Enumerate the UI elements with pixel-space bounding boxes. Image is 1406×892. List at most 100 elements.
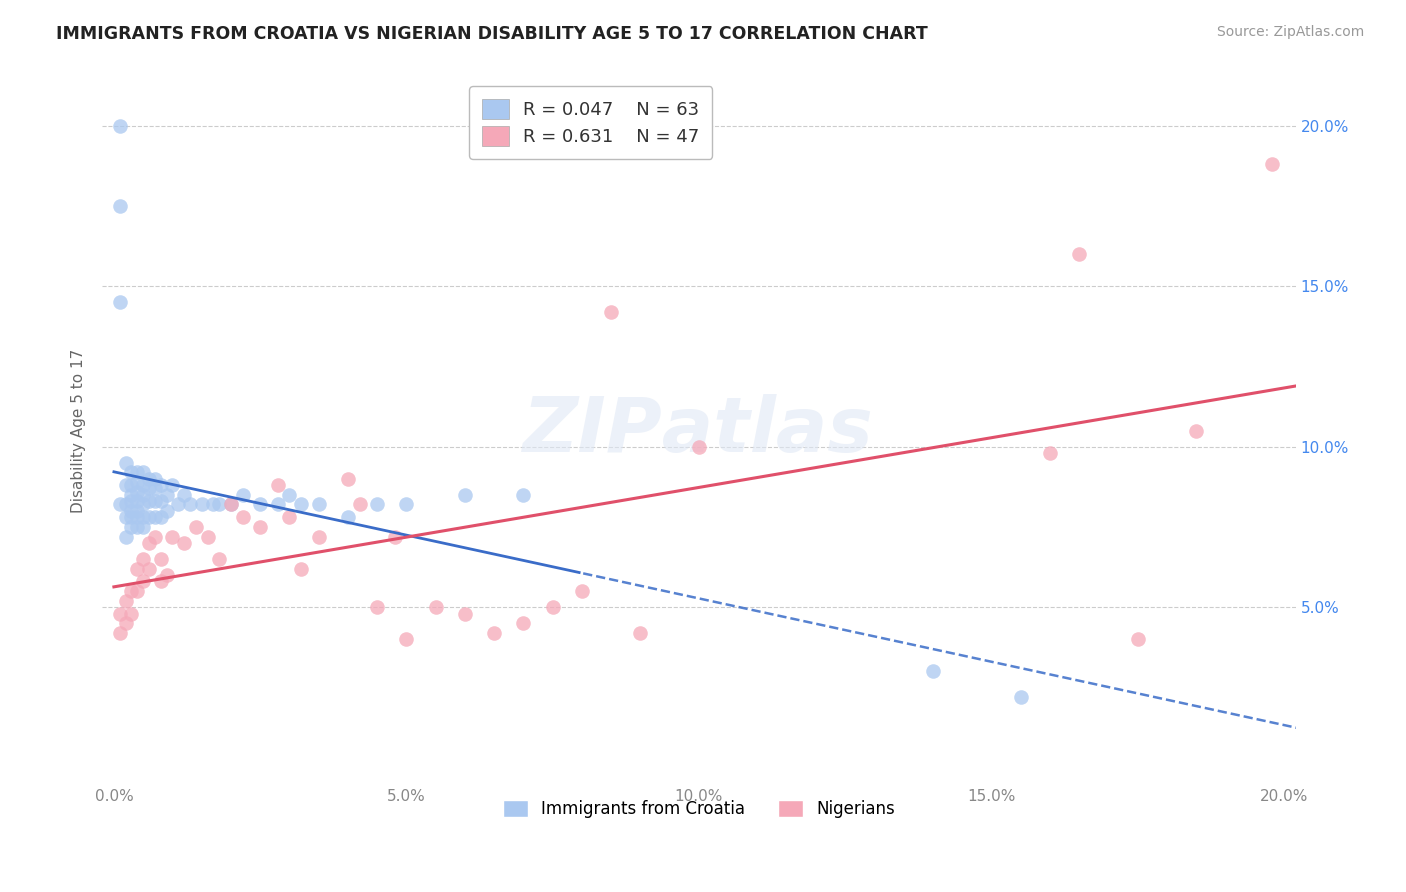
Point [121, 510, 143, 524]
Point [114, 616, 136, 631]
Point [395, 632, 418, 647]
Point [395, 498, 418, 512]
Point [571, 584, 593, 599]
Point [143, 494, 166, 508]
Point [114, 593, 136, 607]
Point [162, 529, 184, 543]
Point [179, 498, 201, 512]
Point [336, 472, 359, 486]
Point [208, 498, 231, 512]
Point [454, 607, 477, 621]
Point [127, 584, 149, 599]
Point [190, 498, 212, 512]
Point [127, 504, 149, 518]
Point [249, 498, 271, 512]
Point [184, 520, 207, 534]
Point [114, 478, 136, 492]
Point [308, 529, 330, 543]
Point [108, 119, 131, 133]
Point [512, 488, 534, 502]
Point [132, 478, 155, 492]
Point [688, 440, 710, 454]
Point [132, 574, 155, 589]
Point [108, 607, 131, 621]
Point [132, 520, 155, 534]
Point [138, 472, 160, 486]
Point [219, 498, 242, 512]
Point [366, 600, 388, 615]
Point [173, 536, 195, 550]
Point [219, 498, 242, 512]
Point [155, 568, 177, 582]
Point [127, 475, 149, 489]
Point [138, 536, 160, 550]
Legend: Immigrants from Croatia, Nigerians: Immigrants from Croatia, Nigerians [496, 793, 901, 825]
Point [149, 478, 172, 492]
Y-axis label: Disability Age 5 to 17: Disability Age 5 to 17 [72, 349, 86, 513]
Point [1261, 157, 1284, 171]
Point [1010, 690, 1032, 704]
Point [278, 510, 301, 524]
Point [173, 488, 195, 502]
Point [278, 488, 301, 502]
Point [208, 552, 231, 566]
Point [132, 466, 155, 480]
Point [143, 529, 166, 543]
Point [482, 625, 505, 640]
Point [628, 625, 651, 640]
Point [149, 510, 172, 524]
Point [512, 616, 534, 631]
Point [121, 520, 143, 534]
Point [127, 561, 149, 575]
Point [1126, 632, 1149, 647]
Point [249, 520, 271, 534]
Point [114, 510, 136, 524]
Point [425, 600, 447, 615]
Point [349, 498, 371, 512]
Point [138, 510, 160, 524]
Point [1039, 446, 1062, 460]
Point [127, 466, 149, 480]
Point [149, 494, 172, 508]
Point [454, 488, 477, 502]
Point [108, 295, 131, 310]
Point [121, 488, 143, 502]
Point [114, 529, 136, 543]
Point [132, 510, 155, 524]
Point [290, 498, 312, 512]
Point [138, 482, 160, 496]
Point [167, 498, 190, 512]
Point [232, 510, 254, 524]
Point [155, 504, 177, 518]
Text: ZIP​atlas: ZIP​atlas [523, 393, 875, 467]
Point [108, 498, 131, 512]
Point [132, 488, 155, 502]
Point [290, 561, 312, 575]
Point [143, 472, 166, 486]
Point [121, 466, 143, 480]
Point [366, 498, 388, 512]
Point [384, 529, 406, 543]
Point [1069, 247, 1091, 261]
Point [232, 488, 254, 502]
Point [1185, 424, 1208, 438]
Point [138, 561, 160, 575]
Point [138, 494, 160, 508]
Point [108, 199, 131, 213]
Point [127, 484, 149, 499]
Point [114, 456, 136, 470]
Point [121, 504, 143, 518]
Point [308, 498, 330, 512]
Text: IMMIGRANTS FROM CROATIA VS NIGERIAN DISABILITY AGE 5 TO 17 CORRELATION CHART: IMMIGRANTS FROM CROATIA VS NIGERIAN DISA… [56, 25, 928, 43]
Point [132, 552, 155, 566]
Text: Source: ZipAtlas.com: Source: ZipAtlas.com [1216, 25, 1364, 39]
Point [127, 494, 149, 508]
Point [600, 305, 623, 319]
Point [121, 584, 143, 599]
Point [202, 498, 225, 512]
Point [922, 665, 945, 679]
Point [121, 478, 143, 492]
Point [149, 552, 172, 566]
Point [149, 574, 172, 589]
Point [132, 498, 155, 512]
